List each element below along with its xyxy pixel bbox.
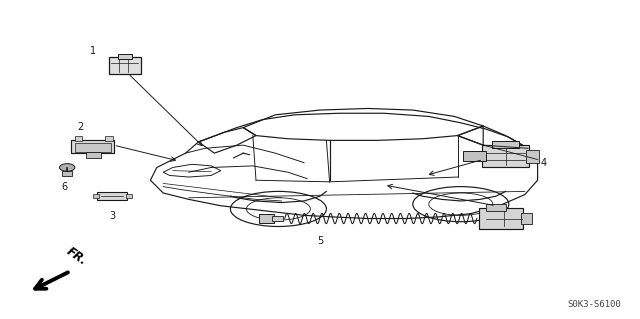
FancyBboxPatch shape (463, 151, 486, 161)
FancyBboxPatch shape (521, 213, 532, 224)
FancyBboxPatch shape (105, 136, 113, 141)
Text: 1: 1 (90, 46, 96, 56)
Text: 5: 5 (317, 236, 323, 246)
FancyBboxPatch shape (526, 150, 539, 163)
FancyBboxPatch shape (74, 136, 83, 141)
FancyBboxPatch shape (272, 216, 283, 221)
FancyBboxPatch shape (109, 57, 141, 74)
FancyBboxPatch shape (118, 54, 132, 59)
FancyBboxPatch shape (492, 141, 519, 148)
FancyBboxPatch shape (486, 204, 506, 211)
FancyBboxPatch shape (482, 145, 529, 167)
FancyBboxPatch shape (93, 194, 99, 198)
FancyBboxPatch shape (71, 140, 114, 153)
FancyBboxPatch shape (74, 143, 111, 152)
Text: 4: 4 (541, 158, 547, 168)
FancyBboxPatch shape (62, 171, 72, 176)
Text: 6: 6 (61, 182, 67, 192)
FancyBboxPatch shape (479, 208, 523, 229)
Circle shape (60, 164, 75, 171)
Text: 2: 2 (77, 122, 83, 132)
FancyBboxPatch shape (125, 194, 132, 198)
Text: FR.: FR. (64, 245, 89, 268)
FancyBboxPatch shape (97, 192, 127, 201)
Text: S0K3-S6100: S0K3-S6100 (567, 300, 621, 309)
Text: 3: 3 (109, 211, 115, 220)
FancyBboxPatch shape (86, 152, 101, 158)
FancyBboxPatch shape (259, 214, 274, 223)
